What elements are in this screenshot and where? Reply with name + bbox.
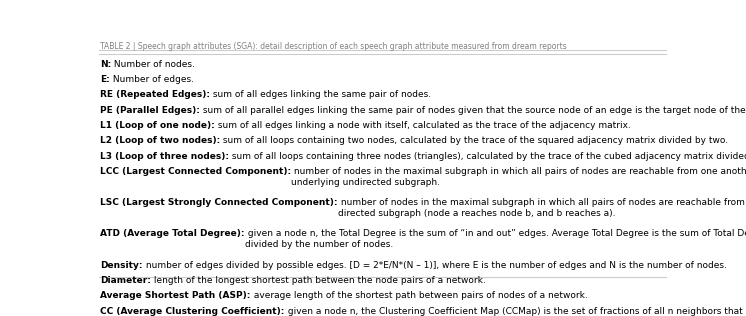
Text: E:: E: (100, 75, 110, 84)
Text: PE (Parallel Edges):: PE (Parallel Edges): (100, 106, 200, 115)
Text: L3 (Loop of three nodes):: L3 (Loop of three nodes): (100, 152, 229, 161)
Text: N:: N: (100, 60, 111, 69)
Text: sum of all edges linking the same pair of nodes.: sum of all edges linking the same pair o… (210, 90, 431, 100)
Text: Number of nodes.: Number of nodes. (111, 60, 195, 69)
Text: LCC (Largest Connected Component):: LCC (Largest Connected Component): (100, 167, 291, 176)
Text: number of nodes in the maximal subgraph in which all pairs of nodes are reachabl: number of nodes in the maximal subgraph … (338, 198, 746, 218)
Text: TABLE 2 | Speech graph attributes (SGA): detail description of each speech graph: TABLE 2 | Speech graph attributes (SGA):… (100, 42, 567, 51)
Text: Number of edges.: Number of edges. (110, 75, 194, 84)
Text: Density:: Density: (100, 261, 142, 270)
Text: average length of the shortest path between pairs of nodes of a network.: average length of the shortest path betw… (251, 291, 587, 300)
Text: given a node n, the Total Degree is the sum of “in and out” edges. Average Total: given a node n, the Total Degree is the … (245, 229, 746, 249)
Text: number of nodes in the maximal subgraph in which all pairs of nodes are reachabl: number of nodes in the maximal subgraph … (291, 167, 746, 186)
Text: ATD (Average Total Degree):: ATD (Average Total Degree): (100, 229, 245, 238)
Text: RE (Repeated Edges):: RE (Repeated Edges): (100, 90, 210, 100)
Text: L1 (Loop of one node):: L1 (Loop of one node): (100, 121, 215, 130)
Text: Average Shortest Path (ASP):: Average Shortest Path (ASP): (100, 291, 251, 300)
Text: sum of all loops containing three nodes (triangles), calculated by the trace of : sum of all loops containing three nodes … (229, 152, 746, 161)
Text: sum of all edges linking a node with itself, calculated as the trace of the adja: sum of all edges linking a node with its… (215, 121, 631, 130)
Text: L2 (Loop of two nodes):: L2 (Loop of two nodes): (100, 137, 220, 145)
Text: length of the longest shortest path between the node pairs of a network.: length of the longest shortest path betw… (151, 276, 486, 285)
Text: Diameter:: Diameter: (100, 276, 151, 285)
Text: number of edges divided by possible edges. [D = 2*E/N*(N – 1)], where E is the n: number of edges divided by possible edge… (142, 261, 727, 270)
Text: LSC (Largest Strongly Connected Component):: LSC (Largest Strongly Connected Componen… (100, 198, 338, 207)
Text: sum of all parallel edges linking the same pair of nodes given that the source n: sum of all parallel edges linking the sa… (200, 106, 746, 115)
Text: sum of all loops containing two nodes, calculated by the trace of the squared ad: sum of all loops containing two nodes, c… (220, 137, 729, 145)
Text: CC (Average Clustering Coefficient):: CC (Average Clustering Coefficient): (100, 307, 284, 316)
Text: given a node n, the Clustering Coefficient Map (CCMap) is the set of fractions o: given a node n, the Clustering Coefficie… (284, 307, 746, 316)
